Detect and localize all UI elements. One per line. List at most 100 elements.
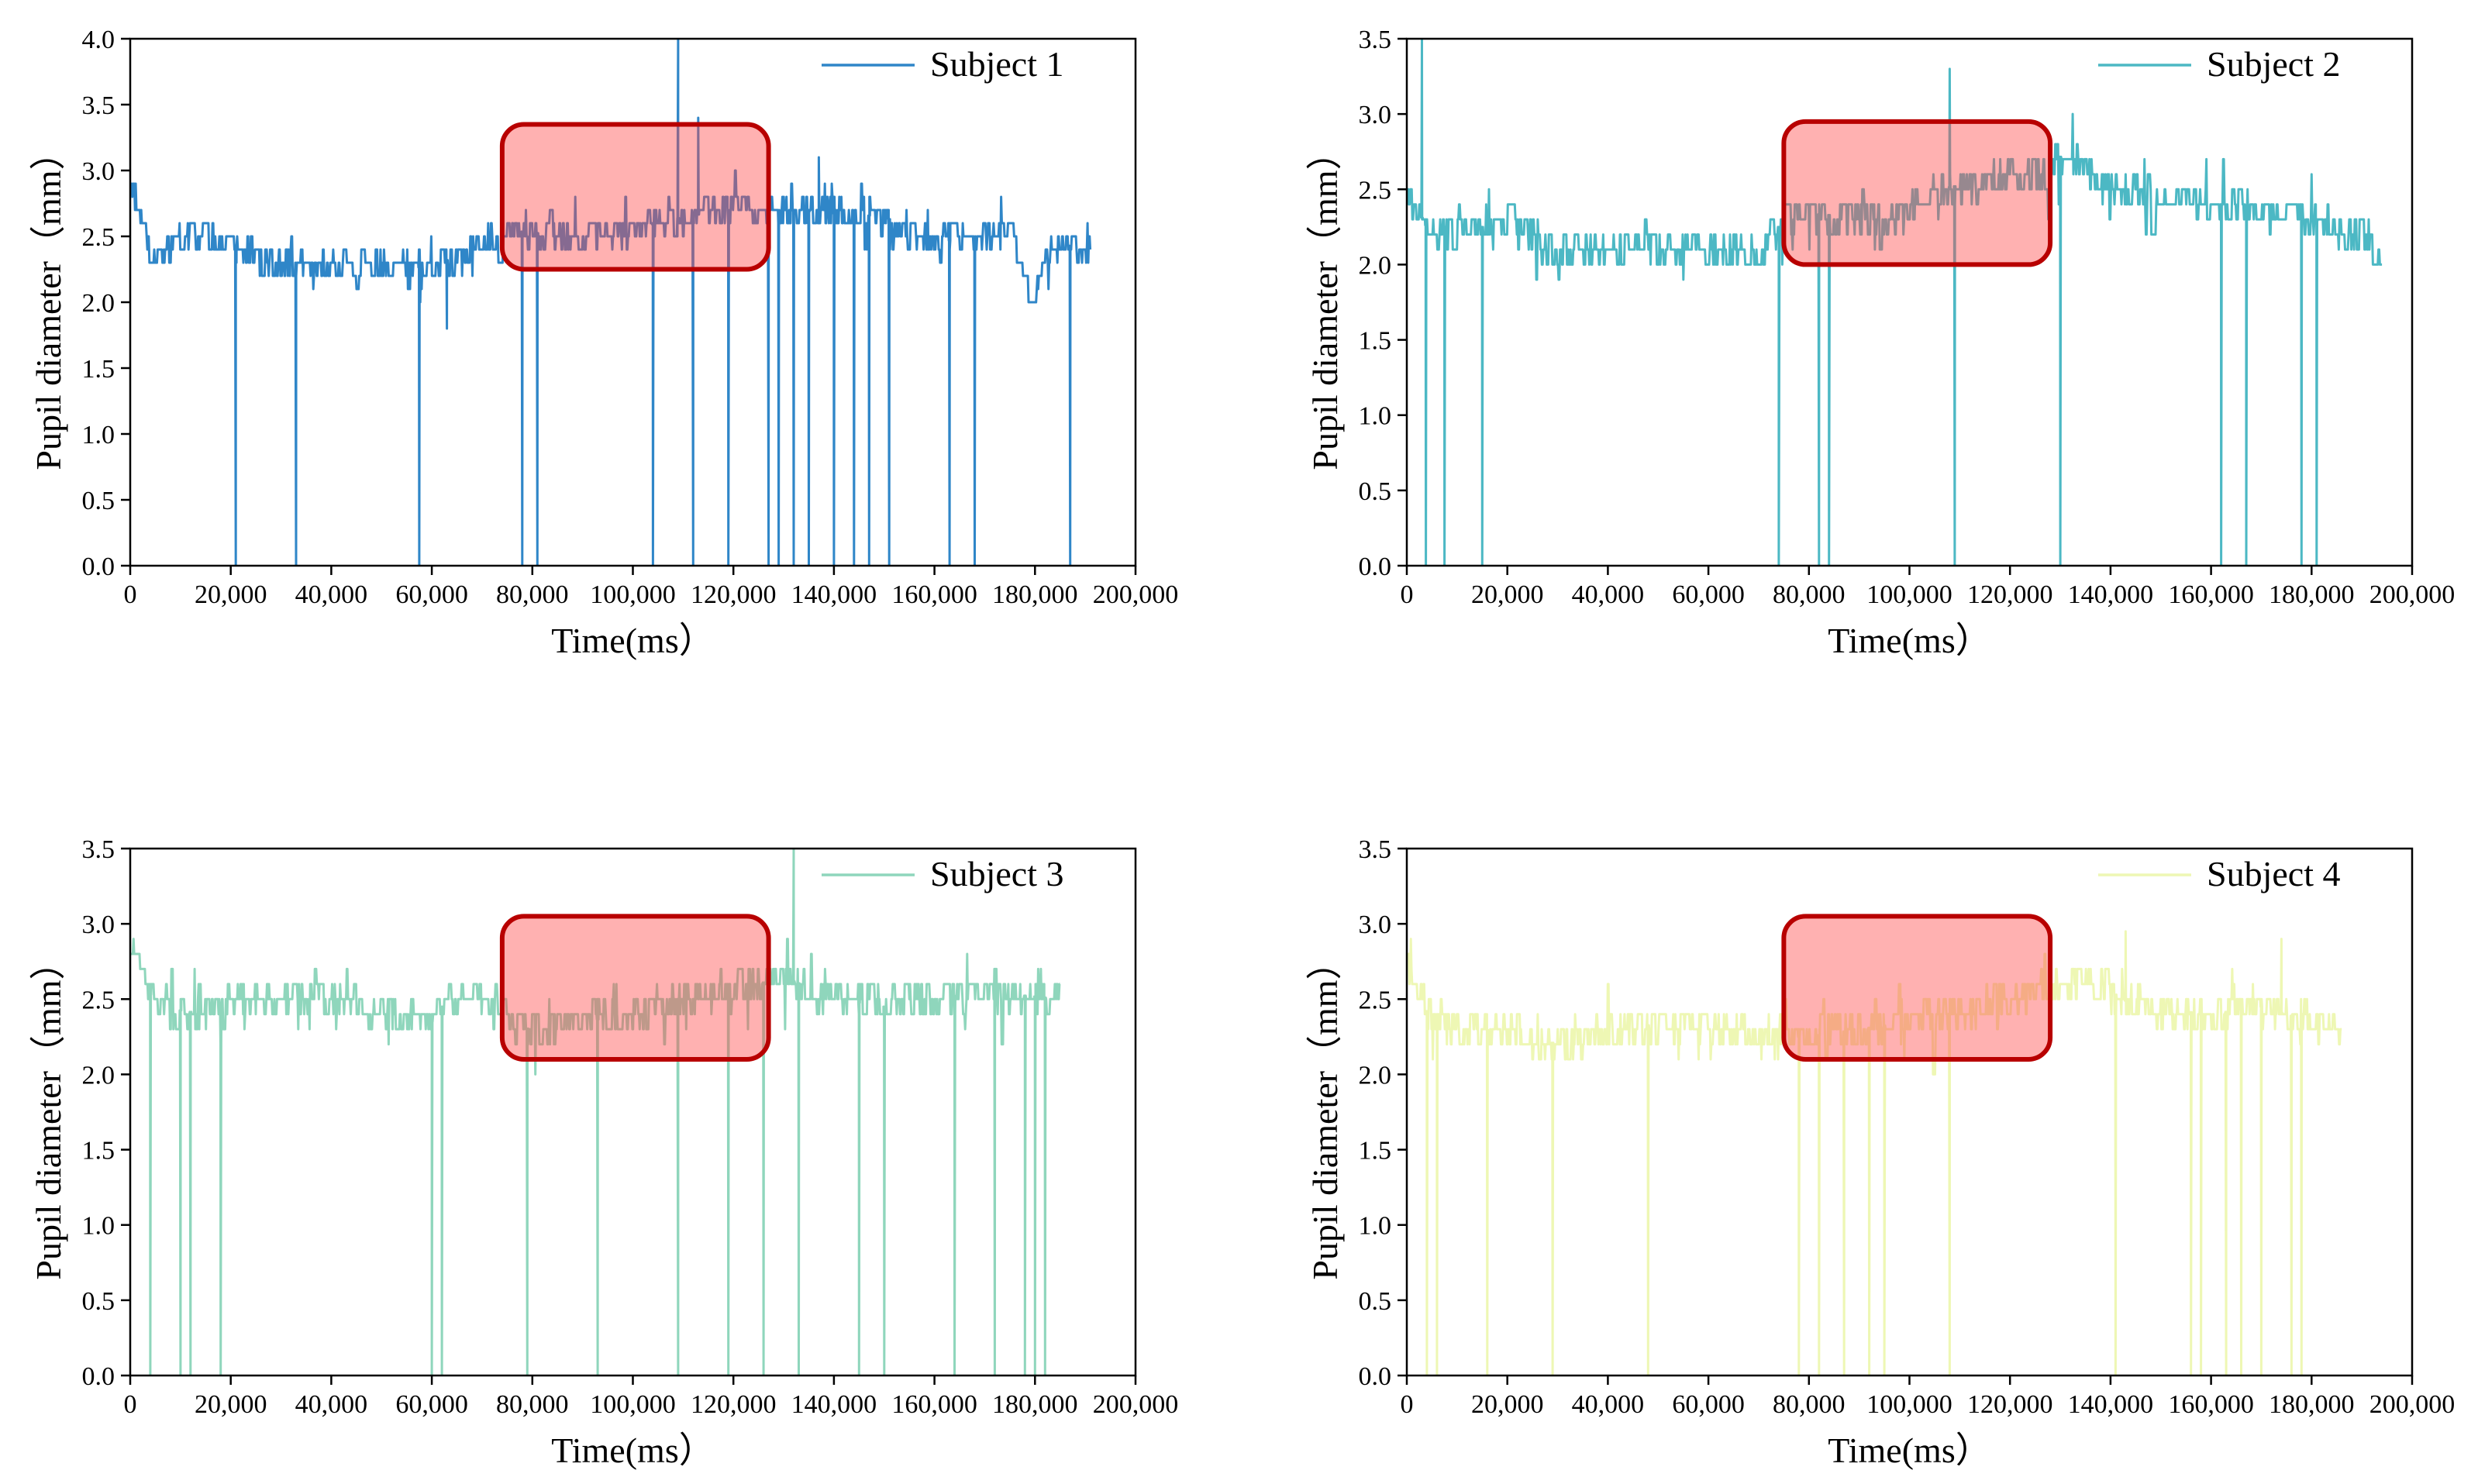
- x-tick-label: 200,000: [2369, 1390, 2456, 1419]
- series-line-3: [130, 849, 1061, 1376]
- x-tick-label: 40,000: [295, 1390, 368, 1419]
- x-tick-label: 80,000: [1773, 1390, 1846, 1419]
- y-tick-label: 1.5: [1359, 327, 1392, 356]
- x-tick-label: 20,000: [195, 580, 267, 609]
- y-axis-title: Pupil diameter（mm）: [1305, 944, 1345, 1279]
- x-tick-label: 200,000: [2369, 580, 2456, 609]
- x-tick-label: 60,000: [395, 580, 468, 609]
- y-tick-label: 2.0: [82, 1061, 115, 1090]
- x-tick-label: 80,000: [496, 580, 569, 609]
- y-tick-label: 3.5: [1359, 26, 1392, 54]
- x-tick-label: 100,000: [1866, 580, 1952, 609]
- x-tick-label: 180,000: [992, 1390, 1078, 1419]
- x-tick-label: 100,000: [1866, 1390, 1952, 1419]
- x-tick-label: 0: [1401, 580, 1414, 609]
- x-axis-title: Time(ms）: [551, 621, 714, 660]
- plot-frame: [1405, 37, 2414, 567]
- y-tick-label: 3.5: [1359, 835, 1392, 864]
- x-tick-label: 40,000: [1572, 1390, 1645, 1419]
- y-tick-label: 0.0: [82, 1362, 115, 1391]
- x-tick-label: 60,000: [1672, 1390, 1745, 1419]
- highlight-region: [499, 914, 771, 1062]
- x-tick-label: 160,000: [891, 580, 977, 609]
- chart-panel-1: 0 20,000 40,000 60,000 80,000 100,000 120,000 1…: [29, 26, 1178, 660]
- legend-entry: Subject 2: [2207, 44, 2340, 84]
- legend-entry: Subject 4: [2207, 854, 2340, 893]
- y-tick-label: 0.0: [82, 553, 115, 581]
- x-tick-label: 160,000: [2168, 1390, 2254, 1419]
- y-tick-label: 3.0: [1359, 101, 1392, 129]
- y-tick-label: 2.0: [1359, 1061, 1392, 1090]
- y-tick-label: 2.5: [82, 223, 115, 252]
- x-tick-label: 120,000: [1967, 1390, 2053, 1419]
- x-axis-title: Time(ms）: [1828, 1431, 1990, 1470]
- y-tick-label: 3.0: [82, 911, 115, 939]
- chart-panel-4: 0 20,000 40,000 60,000 80,000 100,000 120,000 1…: [1305, 835, 2455, 1470]
- legend-entry: Subject 1: [930, 44, 1063, 84]
- x-tick-label: 160,000: [891, 1390, 977, 1419]
- y-tick-label: 1.0: [1359, 402, 1392, 431]
- x-tick-label: 80,000: [1773, 580, 1846, 609]
- y-tick-label: 2.0: [1359, 251, 1392, 280]
- highlight-region: [499, 122, 771, 272]
- x-tick-label: 40,000: [1572, 580, 1645, 609]
- plot-frame: [129, 37, 1137, 567]
- y-tick-label: 3.5: [82, 835, 115, 864]
- x-tick-label: 20,000: [1471, 1390, 1544, 1419]
- y-tick-label: 0.5: [82, 1287, 115, 1316]
- x-tick-label: 0: [1401, 1390, 1414, 1419]
- x-tick-label: 180,000: [992, 580, 1078, 609]
- y-tick-label: 1.0: [82, 1212, 115, 1241]
- y-tick-label: 1.5: [82, 1137, 115, 1166]
- x-tick-label: 120,000: [691, 1390, 777, 1419]
- x-tick-label: 180,000: [2269, 580, 2355, 609]
- x-tick-label: 200,000: [1093, 1390, 1179, 1419]
- x-tick-label: 200,000: [1093, 580, 1179, 609]
- x-tick-label: 140,000: [2068, 1390, 2154, 1419]
- chart-panel-2: 0 20,000 40,000 60,000 80,000 100,000 120,000 1…: [1305, 26, 2455, 660]
- y-tick-label: 1.5: [82, 355, 115, 384]
- x-axis-title: Time(ms）: [551, 1431, 714, 1470]
- x-tick-label: 20,000: [1471, 580, 1544, 609]
- highlight-region: [1781, 914, 2053, 1062]
- x-axis-title: Time(ms）: [1828, 621, 1990, 660]
- x-tick-label: 60,000: [395, 1390, 468, 1419]
- series-line-1: [130, 39, 1092, 566]
- y-tick-label: 0.5: [1359, 1287, 1392, 1316]
- y-tick-label: 2.5: [1359, 176, 1392, 205]
- y-axis-title: Pupil diameter（mm）: [1305, 134, 1345, 470]
- y-tick-label: 1.0: [82, 421, 115, 449]
- y-tick-label: 2.0: [82, 289, 115, 318]
- y-axis-title: Pupil diameter（mm）: [29, 134, 68, 470]
- x-tick-label: 140,000: [791, 1390, 877, 1419]
- y-tick-label: 1.0: [1359, 1212, 1392, 1241]
- y-tick-label: 3.0: [1359, 911, 1392, 939]
- y-tick-label: 0.0: [1359, 553, 1392, 581]
- x-tick-label: 20,000: [195, 1390, 267, 1419]
- y-tick-label: 3.5: [82, 91, 115, 120]
- x-tick-label: 80,000: [496, 1390, 569, 1419]
- x-tick-label: 100,000: [590, 1390, 676, 1419]
- y-tick-label: 3.0: [82, 157, 115, 186]
- x-tick-label: 120,000: [1967, 580, 2053, 609]
- x-tick-label: 120,000: [691, 580, 777, 609]
- x-tick-label: 0: [124, 1390, 137, 1419]
- highlight-region: [1781, 119, 2053, 267]
- y-tick-label: 4.0: [82, 26, 115, 54]
- series-line-4: [1407, 930, 2342, 1376]
- y-tick-label: 0.0: [1359, 1362, 1392, 1391]
- x-tick-label: 100,000: [590, 580, 676, 609]
- x-tick-label: 160,000: [2168, 580, 2254, 609]
- chart-panel-3: 0 20,000 40,000 60,000 80,000 100,000 120,000 1…: [29, 835, 1178, 1470]
- y-tick-label: 0.5: [1359, 477, 1392, 506]
- x-tick-label: 180,000: [2269, 1390, 2355, 1419]
- x-tick-label: 0: [124, 580, 137, 609]
- y-tick-label: 2.5: [82, 986, 115, 1014]
- y-tick-label: 1.5: [1359, 1137, 1392, 1166]
- x-tick-label: 60,000: [1672, 580, 1745, 609]
- y-tick-label: 2.5: [1359, 986, 1392, 1014]
- x-tick-label: 40,000: [295, 580, 368, 609]
- series-line-2: [1407, 39, 2383, 566]
- y-tick-label: 0.5: [82, 487, 115, 515]
